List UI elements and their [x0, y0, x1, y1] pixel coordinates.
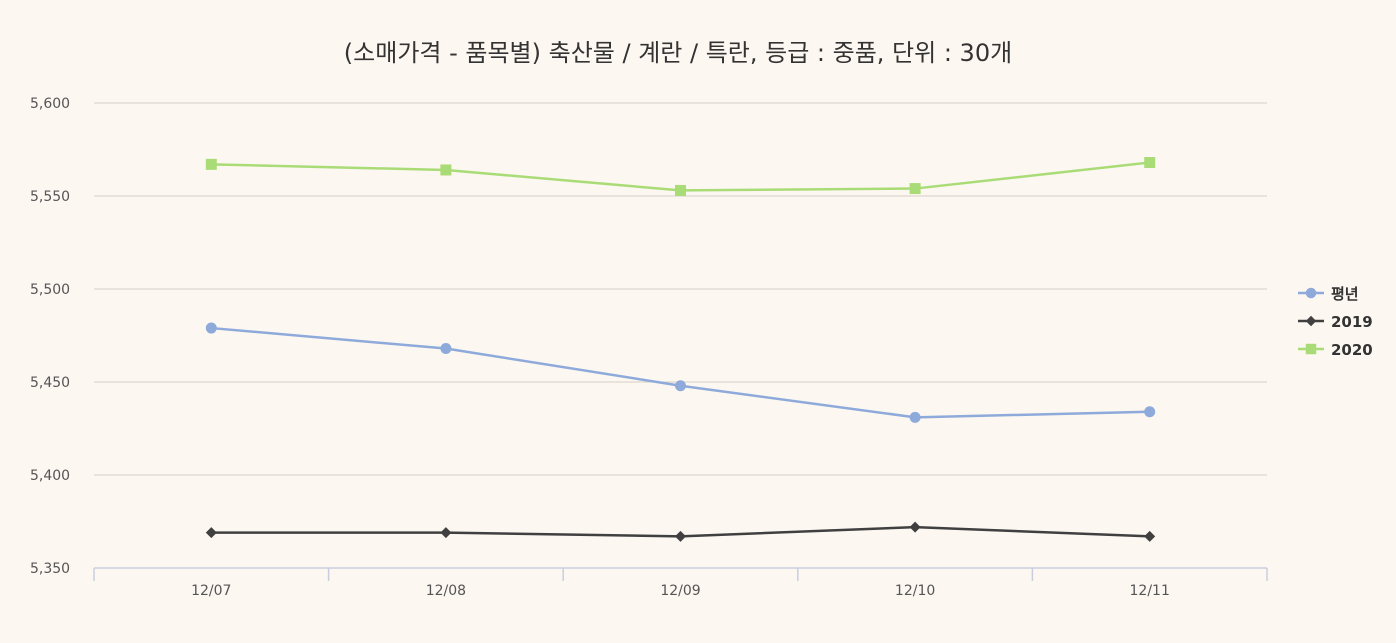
y-tick-label: 5,600	[30, 96, 70, 112]
x-axis	[93, 567, 1268, 581]
legend-label: 2020	[1331, 341, 1373, 359]
y-tick-label: 5,400	[30, 468, 70, 484]
data-point-diamond	[1144, 530, 1156, 542]
data-point-circle	[440, 343, 452, 355]
x-tick-label: 12/09	[660, 583, 700, 599]
series-line	[211, 326, 1150, 419]
x-tick-label: 12/11	[1130, 583, 1170, 599]
legend-label: 2019	[1331, 313, 1373, 331]
legend-item[interactable]: 2020	[1298, 341, 1373, 359]
data-point-square	[1305, 343, 1317, 355]
legend-label: 평년	[1331, 285, 1359, 303]
y-axis-ticks: 5,350 5,400 5,450 5,500 5,550 5,600	[30, 96, 70, 577]
y-tick-label: 5,500	[30, 282, 70, 298]
data-point-square	[440, 164, 452, 176]
series-평년	[205, 322, 1156, 423]
data-point-circle	[909, 411, 921, 423]
series-2020	[205, 157, 1156, 196]
x-axis-ticks: 12/07 12/08 12/09 12/10 12/11	[191, 583, 1170, 599]
data-point-diamond	[205, 527, 217, 539]
series-2019	[205, 521, 1156, 542]
gridlines	[94, 102, 1267, 476]
x-tick-label: 12/10	[895, 583, 935, 599]
data-point-diamond	[675, 530, 686, 542]
data-point-square	[1144, 157, 1156, 169]
series-lines	[205, 157, 1156, 542]
legend-item[interactable]: 평년	[1298, 285, 1359, 303]
chart-title: (소매가격 - 품목별) 축산물 / 계란 / 특란, 등급 : 중품, 단위 …	[344, 39, 1012, 67]
data-point-diamond	[440, 527, 452, 539]
data-point-circle	[205, 322, 217, 334]
y-tick-label: 5,350	[30, 561, 70, 577]
data-point-square	[205, 158, 217, 170]
legend: 평년 2019 2020	[1298, 285, 1373, 359]
data-point-square	[909, 183, 921, 195]
y-tick-label: 5,550	[30, 189, 70, 205]
data-point-circle	[1144, 406, 1156, 418]
data-point-square	[675, 184, 686, 196]
data-point-diamond	[1305, 315, 1317, 327]
x-tick-label: 12/07	[191, 583, 231, 599]
x-tick-label: 12/08	[426, 583, 466, 599]
legend-item[interactable]: 2019	[1298, 313, 1373, 331]
data-point-circle	[1305, 287, 1317, 299]
y-tick-label: 5,450	[30, 375, 70, 391]
data-point-circle	[675, 380, 686, 392]
data-point-diamond	[909, 521, 921, 533]
